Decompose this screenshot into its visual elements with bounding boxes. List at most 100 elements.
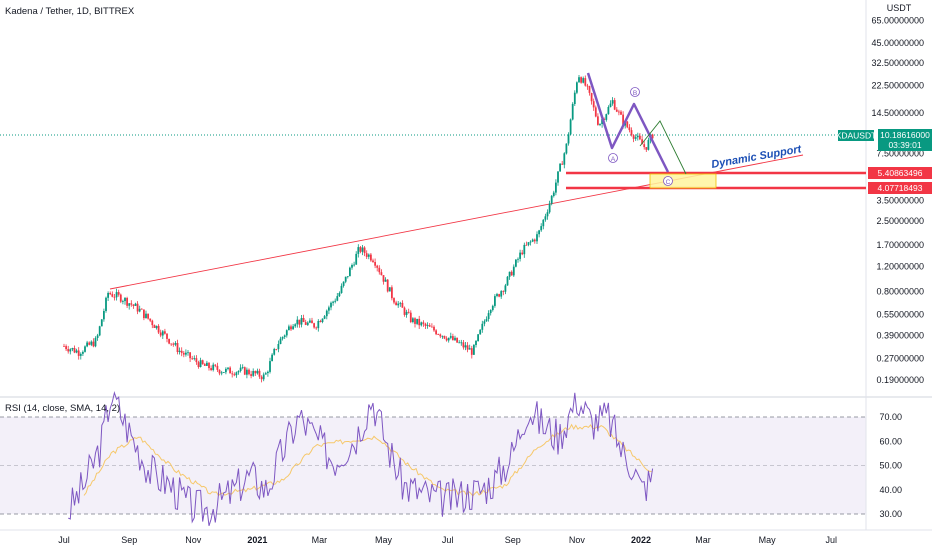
candle-body (443, 335, 446, 339)
abc-wave-path[interactable] (586, 72, 670, 173)
candle-body (111, 294, 114, 297)
candle-body (557, 171, 559, 183)
candle-body (258, 370, 261, 377)
rsi-axis-label: 50.00 (879, 461, 902, 471)
candle-body (315, 327, 318, 329)
rsi-axis[interactable]: 70.00 60.00 50.00 40.00 30.00 (879, 412, 902, 519)
candle-body (145, 313, 147, 319)
level-value-upper: 5.40863496 (878, 168, 923, 178)
candle-body (225, 368, 227, 373)
candle-body (628, 127, 631, 131)
candle-body (483, 321, 486, 324)
price-axis-label: 0.19000000 (876, 375, 924, 385)
candle-body (313, 323, 315, 328)
candle-body (485, 319, 488, 322)
candle-body (548, 203, 551, 213)
candle-body (290, 326, 292, 330)
candle-body (571, 104, 574, 120)
candle-body (479, 329, 482, 335)
candle-body (475, 341, 477, 345)
candle-body (323, 316, 326, 319)
candle-body (521, 252, 524, 255)
candle-body (588, 86, 591, 93)
candle-body (544, 216, 547, 220)
candle-body (292, 326, 294, 330)
candle-body (126, 298, 128, 306)
candle-body (414, 318, 416, 324)
projection-path[interactable] (639, 120, 687, 175)
candle-body (353, 264, 355, 266)
candle-body (63, 346, 65, 347)
candle-body (309, 320, 311, 323)
candle-body (92, 341, 95, 347)
candle-body (487, 313, 490, 319)
candle-body (527, 242, 530, 245)
candle-body (372, 260, 374, 262)
candle-body (172, 343, 175, 345)
price-axis[interactable]: 65.00000000 45.00000000 32.50000000 22.5000… (871, 15, 924, 385)
candle-body (239, 367, 242, 371)
candle-body (113, 296, 116, 298)
candle-body (565, 143, 568, 154)
candle-body (69, 349, 72, 352)
candle-body (241, 367, 244, 368)
rsi-legend: RSI (14, close, SMA, 14, 2) (5, 403, 120, 414)
candle-body (119, 294, 122, 302)
candle-body (107, 293, 109, 298)
candle-body (456, 337, 458, 343)
candle-body (174, 343, 177, 345)
candle-body (193, 358, 196, 359)
candle-body (403, 307, 406, 315)
last-price-tag: KDAUSDT 10.18616000 03:39:01 (836, 129, 932, 151)
rsi-axis-label: 40.00 (879, 485, 902, 495)
candle-body (115, 292, 118, 298)
time-axis-label: Mar (695, 535, 711, 545)
candle-body (134, 303, 137, 306)
candle-body (357, 247, 360, 254)
candle-body (176, 343, 179, 352)
candle-body (391, 287, 393, 299)
candle-body (275, 349, 278, 350)
candle-body (157, 325, 160, 333)
candle-body (592, 101, 595, 108)
target-zone-box[interactable] (649, 173, 717, 189)
candle-body (199, 360, 202, 367)
price-axis-label: 7.50000000 (876, 148, 924, 158)
candle-body (201, 360, 204, 365)
candle-body (155, 325, 158, 329)
candle-body (94, 338, 97, 347)
chart-title: Kadena / Tether, 1D, BITTREX (5, 6, 135, 17)
candle-body (536, 234, 538, 242)
candle-body (563, 153, 566, 165)
candle-body (540, 226, 543, 231)
candle-body (138, 308, 141, 312)
price-axis-label: 1.20000000 (876, 261, 924, 271)
candle-body (613, 100, 616, 110)
candle-body (214, 364, 217, 366)
candle-body (212, 364, 215, 370)
candle-body (195, 358, 198, 363)
candle-body (130, 303, 133, 305)
currency-label: USDT (887, 3, 912, 13)
price-candles (63, 75, 654, 383)
candle-body (382, 275, 385, 282)
time-axis[interactable]: Jul Sep Nov 2021 Mar May Jul Sep Nov 2022 Mar May Ju… (58, 535, 837, 545)
candle-body (597, 116, 599, 125)
candle-body (397, 303, 400, 306)
candle-body (393, 298, 395, 303)
candle-body (273, 349, 276, 355)
candle-body (147, 313, 149, 319)
candle-body (79, 353, 82, 356)
wave-a-marker: A (608, 153, 618, 163)
wave-b-label: B (633, 90, 637, 97)
candle-body (246, 369, 248, 375)
candle-body (416, 318, 418, 324)
price-axis-label: 0.80000000 (876, 286, 924, 296)
candle-body (584, 78, 587, 86)
candle-body (576, 82, 578, 93)
time-axis-label: Sep (505, 535, 521, 545)
candle-body (105, 297, 107, 311)
candle-body (267, 371, 269, 374)
candle-body (84, 346, 86, 352)
